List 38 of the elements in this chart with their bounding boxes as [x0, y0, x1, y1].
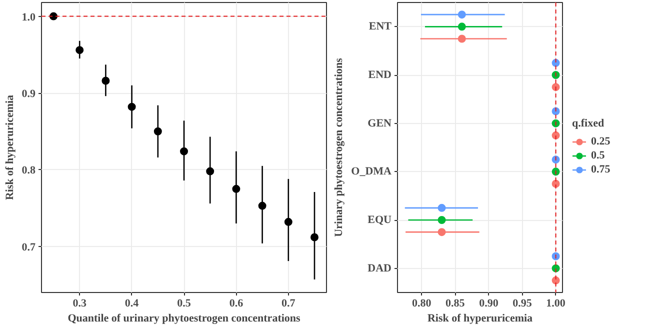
legend-label: 0.5 — [591, 150, 606, 162]
y-tick-label: GEN — [368, 117, 392, 130]
x-tick-label: 0.4 — [124, 298, 140, 310]
x-axis-title: Quantile of urinary phytoestrogen concentrations — [68, 312, 302, 324]
y-tick-label: 1.0 — [22, 11, 36, 24]
y-tick-label: 0.8 — [22, 164, 36, 177]
point — [258, 202, 266, 210]
y-tick-label: DAD — [368, 262, 392, 274]
x-tick-label: 1.00 — [546, 298, 566, 310]
y-tick-label: 0.7 — [22, 241, 36, 254]
point — [76, 46, 84, 54]
x-tick-label: 0.95 — [512, 298, 532, 310]
x-tick-label: 0.6 — [229, 298, 244, 310]
point — [128, 102, 136, 111]
y-tick-label: 0.9 — [22, 88, 36, 100]
y-tick-label: END — [368, 69, 392, 81]
legend-label: 0.25 — [591, 136, 611, 148]
legend-label: 0.75 — [591, 164, 611, 176]
legend-title: q.fixed — [572, 118, 606, 130]
x-tick-label: 0.85 — [446, 298, 466, 310]
point — [284, 218, 292, 226]
point — [102, 76, 110, 85]
point — [180, 147, 188, 156]
x-tick-label: 0.80 — [412, 298, 432, 310]
y-tick-label: O_DMA — [351, 166, 392, 178]
point — [310, 233, 318, 242]
x-tick-label: 0.3 — [72, 298, 87, 310]
x-axis-title: Risk of hyperuricemia — [427, 312, 534, 324]
x-tick-label: 0.5 — [177, 298, 192, 310]
y-axis-title: Risk of hyperuricemia — [4, 94, 16, 200]
y-axis-title: Urinary phytoestrogen concentrations — [333, 57, 346, 237]
x-tick-label: 0.7 — [282, 298, 296, 310]
y-tick-label: ENT — [368, 20, 392, 33]
point — [206, 167, 214, 176]
x-tick-label: 0.90 — [479, 298, 499, 310]
point — [154, 127, 162, 136]
y-tick-label: EQU — [368, 214, 392, 226]
point — [232, 184, 240, 193]
